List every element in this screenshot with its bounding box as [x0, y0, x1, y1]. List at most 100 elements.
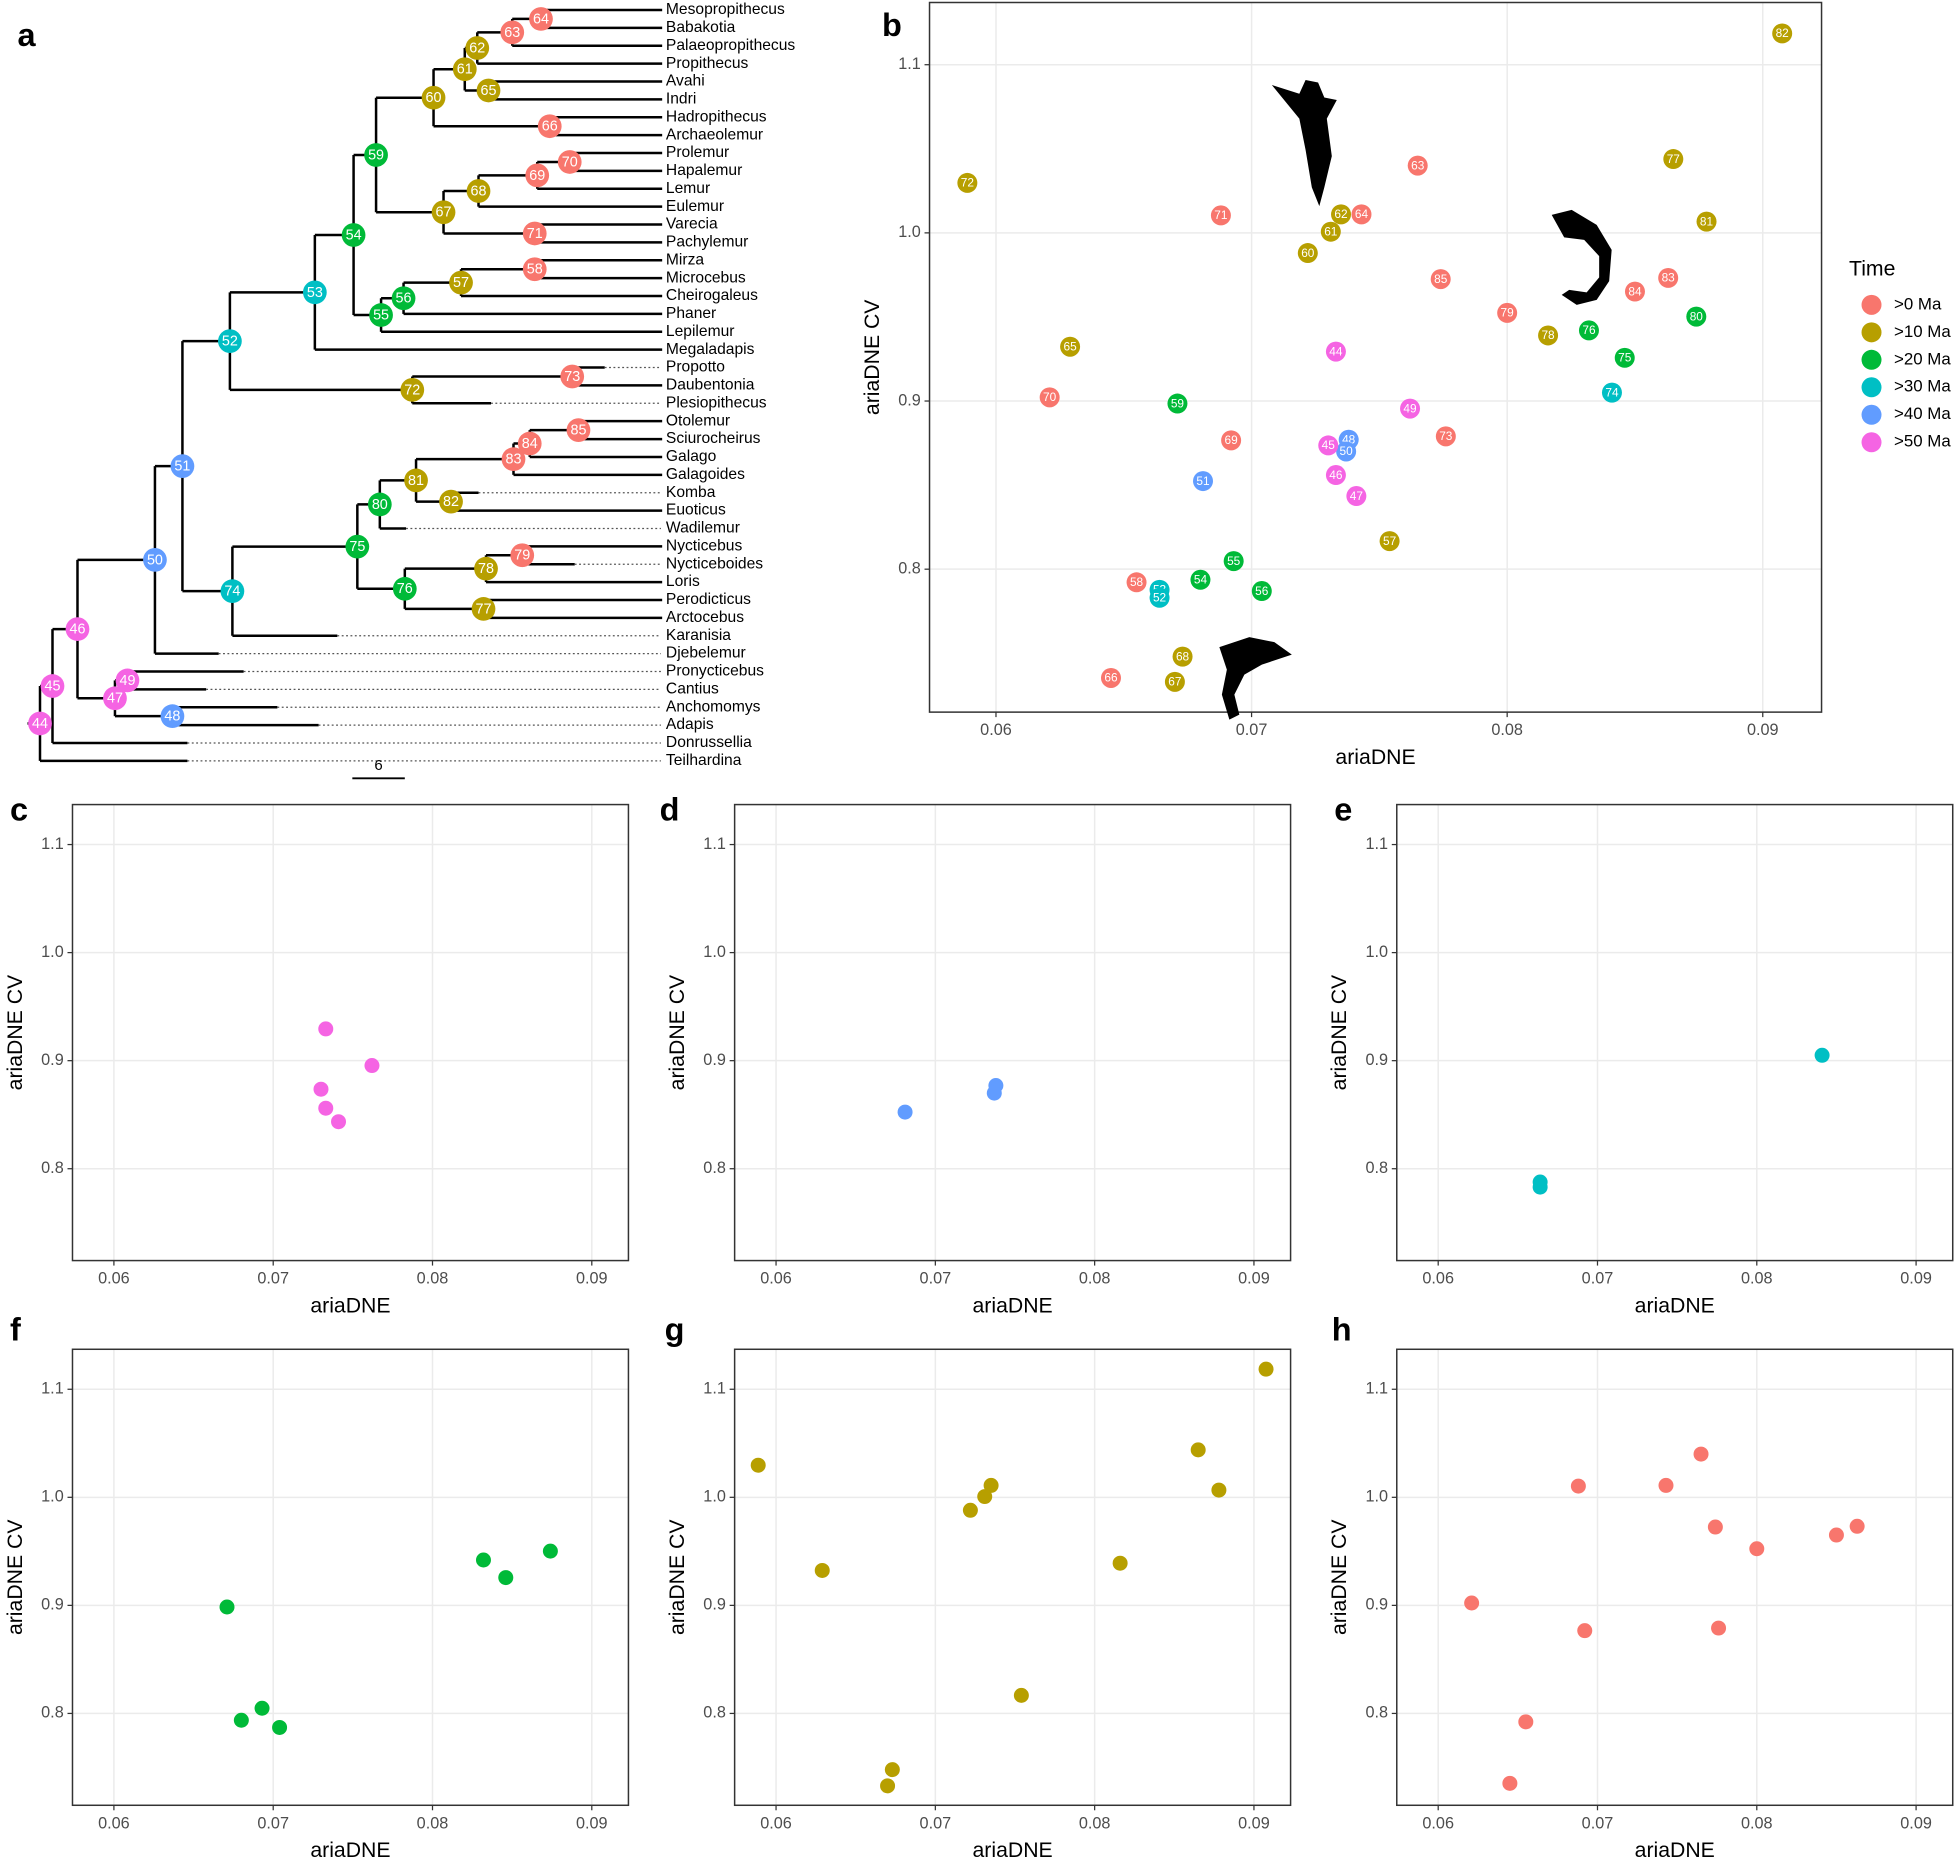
taxon-label: Pronycticebus	[666, 663, 764, 680]
taxon-label: Mirza	[666, 251, 704, 268]
y-tick-label: 0.9	[1365, 1051, 1388, 1069]
x-tick-label: 0.09	[1900, 1814, 1932, 1832]
node-marker	[392, 576, 417, 601]
y-tick-label: 0.8	[41, 1159, 64, 1177]
node-marker	[400, 378, 425, 402]
node-marker	[404, 468, 428, 493]
y-tick-label: 1.0	[41, 1488, 64, 1506]
node-label: 57	[453, 275, 469, 291]
node-label: 64	[533, 11, 549, 27]
silhouettes	[1219, 79, 1612, 720]
point	[1400, 398, 1421, 419]
y-tick-label: 0.9	[898, 391, 921, 409]
x-axis-title: ariaDNE	[1635, 1839, 1715, 1862]
point-label: 49	[1403, 401, 1417, 415]
point	[1346, 486, 1367, 507]
taxon-label: Daubentonia	[666, 377, 755, 394]
point-label: 73	[1439, 429, 1453, 443]
taxon-label: Teilhardina	[666, 752, 742, 769]
node-label: 74	[224, 584, 240, 600]
silhouette	[1271, 79, 1337, 207]
point	[983, 1477, 999, 1493]
taxon-label: Euoticus	[666, 502, 726, 519]
point-label: 72	[961, 176, 974, 190]
x-tick-label: 0.08	[417, 1814, 449, 1832]
point	[1318, 435, 1339, 456]
taxon-label: Perodicticus	[666, 591, 751, 608]
x-tick-label: 0.08	[1079, 1270, 1111, 1288]
scatter-panel: d 0.06 0.07 0.08 0.09 0.8 0.9 1.0 1.1 ariaDNE aria…	[660, 792, 1292, 1317]
y-axis-title: ariaDNE CV	[4, 974, 27, 1090]
plot-frame	[1396, 803, 1954, 1262]
node-marker	[115, 668, 140, 693]
scatter-panel: e 0.06 0.07 0.08 0.09 0.8 0.9 1.0 1.1 ariaDNE aria…	[1328, 792, 1954, 1317]
point	[1336, 441, 1357, 462]
point	[1686, 306, 1707, 327]
point	[1538, 325, 1559, 346]
x-axis-title: ariaDNE	[973, 1294, 1053, 1317]
x-tick-label: 0.07	[257, 1270, 289, 1288]
panel-letter: d	[660, 792, 680, 828]
taxon-label: Varecia	[666, 216, 718, 233]
node-label: 59	[368, 147, 384, 163]
panel-letter: f	[10, 1311, 21, 1347]
point	[475, 1552, 491, 1568]
x-tick-label: 0.08	[1741, 1814, 1773, 1832]
node-marker	[537, 114, 562, 139]
node-label: 82	[443, 494, 459, 510]
point	[1464, 1595, 1480, 1611]
point-label: 58	[1130, 575, 1144, 589]
y-tick-label: 1.1	[898, 55, 921, 73]
point	[542, 1543, 558, 1559]
x-tick-label: 0.08	[1491, 721, 1523, 739]
scatter-panel: b 0.06 0.07 0.08 0.09 0.8 0.9 1.0 1.1 ariaDNE aria…	[861, 1, 1951, 769]
taxon-label: Mesopropithecus	[666, 1, 785, 18]
legend-swatch	[1861, 294, 1882, 315]
point-label: 59	[1171, 396, 1185, 410]
point-label: 80	[1690, 309, 1704, 323]
node-marker	[522, 257, 547, 282]
point-label: 61	[1324, 224, 1338, 238]
taxon-label: Hadropithecus	[666, 108, 767, 125]
node-label: 71	[527, 226, 543, 242]
point	[364, 1058, 380, 1074]
point	[318, 1021, 334, 1037]
taxon-label: Prolemur	[666, 144, 729, 161]
node-marker	[341, 223, 366, 247]
point	[1693, 1446, 1709, 1462]
point-label: 57	[1383, 534, 1396, 548]
legend-swatch	[1861, 377, 1882, 398]
taxon-label: Indri	[666, 91, 696, 108]
taxon-label: Archaeolemur	[666, 126, 763, 143]
taxon-label: Avahi	[666, 73, 705, 90]
point	[1814, 1047, 1830, 1063]
node-label: 66	[542, 119, 558, 135]
y-tick-label: 1.1	[703, 835, 726, 853]
point	[1258, 1361, 1274, 1377]
point	[1211, 1482, 1227, 1498]
y-tick-label: 1.0	[703, 943, 726, 961]
point	[1223, 551, 1244, 572]
point	[1828, 1527, 1844, 1543]
point	[1251, 581, 1272, 602]
node-label: 81	[408, 473, 424, 489]
point	[897, 1104, 913, 1120]
point-label: 50	[1340, 444, 1354, 458]
y-tick-label: 1.0	[703, 1488, 726, 1506]
taxon-label: Wadilemur	[666, 520, 740, 537]
node-marker	[557, 150, 582, 174]
point	[254, 1700, 270, 1716]
scatter-panel: c 0.06 0.07 0.08 0.09 0.8 0.9 1.0 1.1 ariaDNE aria…	[4, 792, 630, 1317]
node-marker	[391, 286, 416, 311]
node-marker	[525, 163, 550, 188]
plot-frame	[71, 803, 630, 1262]
taxon-label: Eulemur	[666, 198, 724, 215]
point	[1210, 205, 1231, 226]
node-label: 48	[164, 709, 180, 725]
y-tick-label: 0.8	[703, 1159, 726, 1177]
x-tick-label: 0.07	[1236, 721, 1268, 739]
legend-label: >50 Ma	[1894, 432, 1951, 451]
node-label: 53	[307, 285, 323, 301]
node-label: 76	[397, 581, 413, 597]
node-label: 79	[514, 548, 530, 564]
